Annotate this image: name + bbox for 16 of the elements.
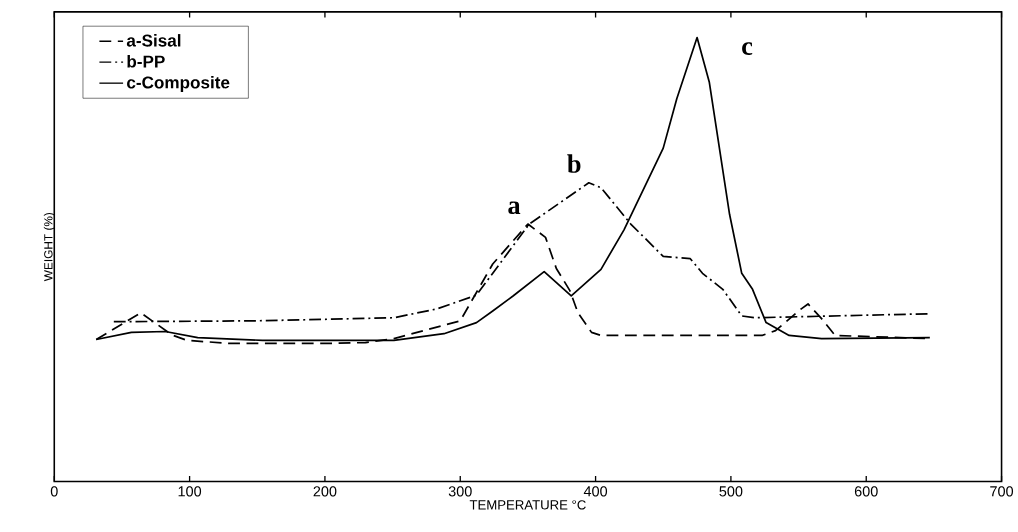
x-tick-label: 700 bbox=[990, 486, 1014, 497]
legend-label: b-PP bbox=[127, 55, 165, 68]
legend-label: c-Composite bbox=[127, 76, 230, 92]
annotation: a bbox=[508, 201, 521, 215]
x-axis-title: TEMPERATURE °C bbox=[469, 500, 586, 510]
x-tick-label: 500 bbox=[719, 486, 743, 497]
x-tick-label: 100 bbox=[178, 486, 202, 497]
x-tick-label: 400 bbox=[583, 486, 608, 497]
y-axis-title: WEIGHT (%) bbox=[43, 212, 55, 282]
annotation: b bbox=[567, 154, 581, 173]
x-tick-label: 200 bbox=[313, 486, 337, 497]
annotation: c bbox=[742, 42, 753, 55]
legend-label: a-Sisal bbox=[126, 34, 181, 47]
x-tick-label: 600 bbox=[854, 486, 878, 497]
x-tick-label: 0 bbox=[50, 486, 58, 497]
x-tick-label: 300 bbox=[448, 486, 472, 497]
